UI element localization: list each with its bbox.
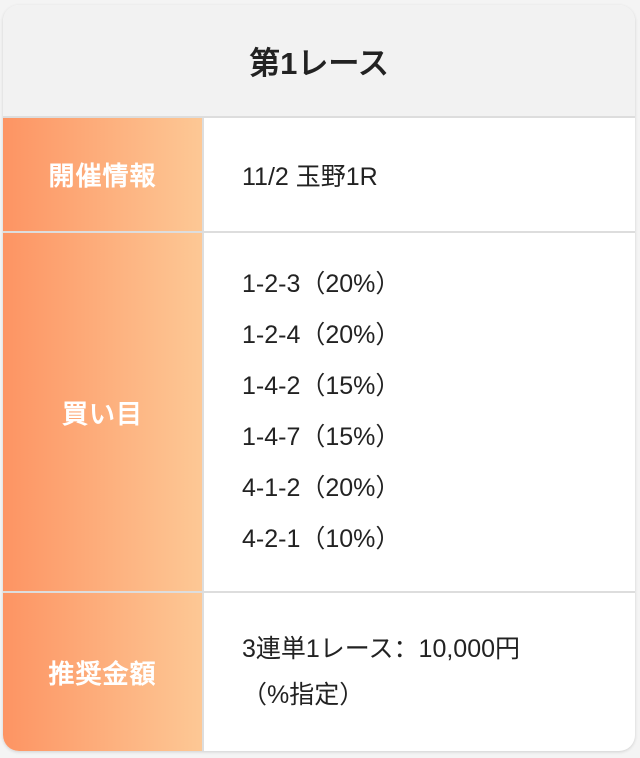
pick-item: 1-2-3（20%） bbox=[242, 270, 401, 298]
value-race-info: 11/2 玉野1R bbox=[204, 118, 635, 231]
race-card: 第1レース 開催情報 11/2 玉野1R 買い目 1-2-3（20%） 1-2-… bbox=[3, 5, 635, 751]
pick-item: 4-1-2（20%） bbox=[242, 474, 401, 502]
label-amount: 推奨金額 bbox=[3, 593, 204, 751]
pick-item: 1-2-4（20%） bbox=[242, 321, 401, 349]
race-title: 第1レース bbox=[3, 5, 635, 118]
value-amount: 3連単1レース：10,000円 （%指定） bbox=[204, 593, 635, 751]
race-info-text: 11/2 玉野1R bbox=[242, 162, 378, 191]
amount-text: 3連単1レース：10,000円 bbox=[242, 635, 521, 663]
label-race-info: 開催情報 bbox=[3, 118, 204, 231]
amount-note: （%指定） bbox=[242, 681, 365, 709]
label-picks: 買い目 bbox=[3, 233, 204, 591]
row-race-info: 開催情報 11/2 玉野1R bbox=[3, 118, 635, 233]
row-amount: 推奨金額 3連単1レース：10,000円 （%指定） bbox=[3, 593, 635, 751]
row-picks: 買い目 1-2-3（20%） 1-2-4（20%） 1-4-2（15%） 1-4… bbox=[3, 233, 635, 593]
pick-item: 1-4-7（15%） bbox=[242, 423, 401, 451]
pick-item: 1-4-2（15%） bbox=[242, 372, 401, 400]
pick-item: 4-2-1（10%） bbox=[242, 525, 401, 553]
value-picks: 1-2-3（20%） 1-2-4（20%） 1-4-2（15%） 1-4-7（1… bbox=[204, 233, 635, 591]
